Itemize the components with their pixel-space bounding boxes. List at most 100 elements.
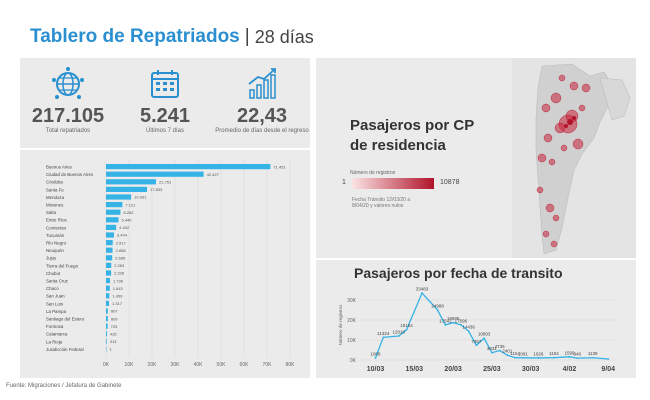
line-data-label: 15154	[400, 323, 413, 328]
line-point	[591, 356, 594, 359]
kpi-value: 5.241	[139, 105, 191, 127]
line-data-label: 1008	[371, 351, 382, 356]
line-data-label: 33483	[416, 287, 429, 292]
bar-x-tick-label: 50K	[217, 362, 227, 368]
bar-category-label: Mendoza	[46, 195, 65, 200]
bar-value-label: 725	[111, 324, 118, 329]
line-point	[483, 337, 486, 340]
bar-chart-svg: 0K 10K 20K 30K 40K 50K 60K 70K 80K Buenos Aires 71…	[46, 160, 296, 368]
bar-category-label: San Juan	[46, 294, 65, 299]
bar-value-label: 1.317	[112, 301, 123, 306]
bar-mark	[106, 179, 157, 185]
bar-category-label: Tucumán	[46, 233, 65, 238]
bar-category-label: Corrientes	[46, 225, 67, 230]
bar-value-label: 2.228	[114, 271, 125, 276]
line-data-label: 18695	[447, 316, 460, 321]
line-point	[459, 323, 462, 326]
line-x-tick-label: 20/03	[444, 366, 462, 373]
bar-category-label: Ciudad de Buenos Aires	[46, 172, 94, 177]
line-point	[568, 355, 571, 358]
line-y-axis-label: Número de registros	[338, 304, 343, 346]
bar-value-label: 809	[111, 316, 118, 321]
bar-category-label: Formosa	[46, 324, 64, 329]
bar-value-label: 42.427	[207, 172, 220, 177]
bar-category-label: Tierra del Fuego	[46, 263, 79, 268]
bar-mark	[106, 255, 113, 261]
dashboard-period: 28 días	[254, 26, 314, 47]
line-point	[397, 335, 400, 337]
bar-mark	[106, 278, 110, 284]
line-data-label: 1026	[533, 351, 544, 356]
bar-value-label: 2.917	[116, 240, 127, 245]
bar-category-label: Río Negro	[46, 241, 67, 246]
bar-category-label: Chubut	[46, 271, 61, 276]
bar-value-label: 2.283	[114, 263, 125, 268]
bar-mark	[106, 209, 121, 215]
line-x-tick-label: 9/04	[601, 366, 615, 373]
title-separator: |	[244, 26, 250, 47]
legend-min: 1	[342, 179, 346, 186]
line-data-label: 946	[573, 352, 581, 357]
line-point	[607, 358, 610, 360]
bar-x-tick-label: 80K	[286, 362, 296, 368]
bar-value-label: 1.736	[113, 278, 124, 283]
bar-category-label: Entre Ríos	[46, 218, 68, 223]
bar-mark	[106, 338, 107, 344]
bar-value-label: 7.121	[125, 202, 136, 207]
kpi-value: 217.105	[31, 105, 105, 127]
legend-note: Fecha Tránsito 12/03/20 a 8/04/20 y valo…	[352, 197, 411, 209]
line-data-label: 7357	[471, 339, 482, 344]
bar-category-label: Chaco	[46, 286, 59, 291]
bar-value-label: 2.685	[115, 256, 126, 261]
province-bar-chart: 0K 10K 20K 30K 40K 50K 60K 70K 80K Buenos Aires 71…	[20, 150, 310, 378]
line-point	[467, 330, 470, 333]
line-data-label: 11324	[377, 331, 390, 336]
bar-category-label: Misiones	[46, 203, 64, 208]
line-data-label: 10893	[478, 332, 491, 337]
line-data-label: 1091	[518, 351, 529, 356]
bar-mark	[106, 224, 117, 230]
bar-category-label: Santa Fe	[46, 187, 64, 192]
kpi-label: Promedio de días desde el regreso	[215, 128, 309, 134]
growth-chart-icon	[248, 68, 276, 99]
line-y-tick-label: 0K	[350, 358, 357, 364]
bar-category-label: La Pampa	[46, 309, 67, 314]
line-x-tick-label: 25/03	[483, 366, 501, 373]
line-point	[576, 357, 579, 360]
bar-mark	[106, 186, 148, 192]
line-point	[421, 292, 423, 294]
bar-category-label: Jusidicción Federal	[46, 347, 84, 352]
line-x-tick-label: 30/03	[522, 366, 540, 373]
line-data-label: 1154	[510, 351, 520, 356]
map-title-line1: Pasajeros por CP	[350, 117, 475, 134]
bar-value-label: 313	[110, 339, 117, 344]
bar-value-label: 4.402	[119, 225, 130, 230]
globe-people-icon	[52, 67, 84, 99]
line-point	[452, 321, 454, 324]
line-point	[436, 309, 439, 311]
bar-mark	[106, 164, 271, 170]
bar-value-label: 1	[109, 347, 112, 352]
line-point	[444, 324, 447, 326]
line-data-label: 12010	[393, 329, 406, 334]
bar-value-label: 426	[110, 332, 117, 337]
line-chart-title: Pasajeros por fecha de transito	[354, 265, 563, 281]
dashboard-title: Tablero de Repatriados	[30, 26, 240, 47]
map-title: Pasajeros por CP de residencia	[350, 116, 490, 156]
transit-line-chart: Pasajeros por fecha de transito 0K 10K 20K…	[316, 260, 636, 378]
bar-mark	[106, 293, 110, 299]
line-point	[382, 336, 385, 339]
bar-mark	[106, 331, 107, 337]
line-point	[553, 356, 555, 359]
bar-mark	[106, 270, 112, 276]
line-point	[405, 328, 408, 331]
bar-mark	[106, 308, 108, 314]
line-point	[475, 344, 478, 347]
bar-mark	[106, 232, 114, 238]
bar-x-tick-label: 70K	[263, 362, 273, 368]
argentina-map[interactable]	[512, 58, 636, 258]
legend-gradient	[352, 178, 434, 189]
bar-mark	[106, 240, 113, 246]
bar-value-label: 6.282	[123, 210, 134, 215]
bar-value-label: 1.459	[112, 294, 123, 299]
